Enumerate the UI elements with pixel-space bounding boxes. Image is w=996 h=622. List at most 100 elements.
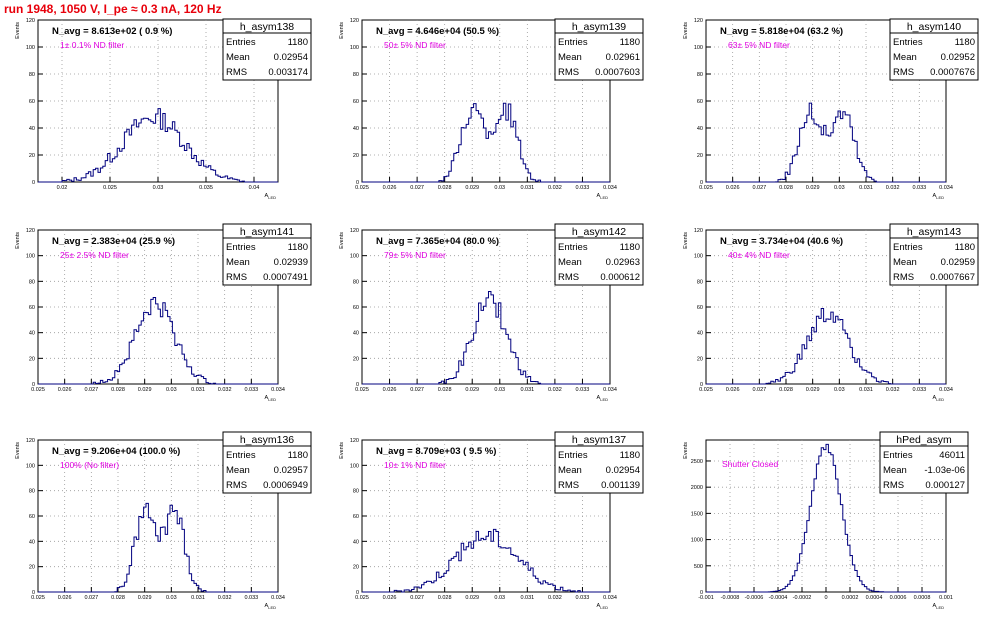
x-axis-title: ALED — [265, 603, 277, 610]
x-tick-label: 0.026 — [383, 185, 397, 191]
histogram-line — [362, 291, 610, 385]
stats-label-rms: RMS — [558, 67, 579, 78]
y-tick-label: 80 — [29, 72, 35, 78]
stats-box: h_asym140 Entries 1180 Mean 0.02952 RMS 0.0007… — [889, 18, 979, 81]
x-tick-label: 0.029 — [465, 387, 479, 393]
histogram-line — [706, 443, 946, 593]
stats-box: h_asym139 Entries 1180 Mean 0.02961 RMS 0.0007… — [554, 18, 644, 81]
y-tick-label: 0 — [356, 590, 359, 596]
filter-annotation: 79± 5% ND filter — [384, 250, 446, 260]
y-tick-label: 100 — [350, 45, 359, 51]
x-tick-label: 0.025 — [355, 595, 369, 601]
y-axis-title: Events — [15, 232, 21, 249]
y-tick-label: 2500 — [691, 459, 703, 465]
stats-label-mean: Mean — [558, 465, 582, 476]
x-tick-label: 0.03 — [494, 595, 505, 601]
histogram-line — [38, 108, 278, 183]
y-tick-label: 60 — [353, 305, 359, 311]
y-tick-label: 0 — [700, 180, 703, 186]
stats-histogram-name: h_asym142 — [572, 226, 626, 238]
stats-box-frame — [554, 431, 644, 494]
stats-label-entries: Entries — [558, 242, 588, 253]
x-tick-label: 0.03 — [494, 387, 505, 393]
histogram-panel-h_asym143: 0.025 0.026 0.027 0.028 0.029 0.03 0.031 0.032 0… — [683, 223, 979, 402]
x-tick-label: 0.04 — [249, 185, 260, 191]
x-tick-label: 0.025 — [103, 185, 117, 191]
x-tick-label: 0.03 — [834, 185, 845, 191]
y-tick-label: 100 — [694, 254, 703, 260]
stats-value-rms: 0.0007491 — [263, 272, 308, 283]
y-tick-label: 80 — [697, 279, 703, 285]
navg-label: N_avg = 3.734e+04 (40.6 %) — [720, 236, 843, 247]
x-tick-label: 0.025 — [31, 595, 45, 601]
y-tick-label: 60 — [29, 514, 35, 520]
y-tick-label: 100 — [26, 45, 35, 51]
x-tick-label: 0.025 — [355, 387, 369, 393]
y-tick-label: 80 — [697, 72, 703, 78]
y-axis-title: Events — [339, 22, 345, 39]
x-tick-label: 0.033 — [576, 387, 590, 393]
x-tick-label: 0.034 — [271, 595, 285, 601]
x-tick-label: -0.0008 — [721, 595, 740, 601]
stats-label-rms: RMS — [883, 480, 904, 491]
y-tick-label: 500 — [694, 564, 703, 570]
x-tick-label: 0.035 — [199, 185, 213, 191]
histogram-line — [362, 102, 610, 183]
y-tick-label: 60 — [29, 305, 35, 311]
stats-value-entries: 1180 — [620, 450, 640, 461]
x-tick-label: 0.03 — [153, 185, 164, 191]
x-tick-label: 0.031 — [520, 387, 534, 393]
y-tick-label: 100 — [694, 45, 703, 51]
x-tick-label: 0.033 — [912, 387, 926, 393]
y-axis-title: Events — [339, 442, 345, 459]
stats-histogram-name: h_asym143 — [907, 226, 961, 238]
x-tick-label: 0.028 — [111, 595, 125, 601]
y-tick-label: 20 — [353, 565, 359, 571]
x-tick-label: 0.031 — [191, 595, 205, 601]
x-tick-label: 0.026 — [383, 595, 397, 601]
stats-value-entries: 46011 — [939, 450, 965, 461]
stats-value-entries: 1180 — [620, 37, 640, 48]
histogram-panel-h_asym138: 0.02 0.025 0.03 0.035 0.04 0 20 40 60 80 100 120 Eve… — [15, 18, 312, 200]
x-tick-label: 0.029 — [806, 185, 820, 191]
x-tick-label: 0.034 — [603, 185, 617, 191]
x-tick-label: 0.031 — [859, 185, 873, 191]
stats-value-mean: 0.02959 — [941, 257, 975, 268]
stats-label-rms: RMS — [893, 67, 914, 78]
y-axis-title: Events — [15, 442, 21, 459]
y-tick-label: 0 — [32, 180, 35, 186]
stats-value-rms: 0.000612 — [600, 272, 640, 283]
x-tick-label: 0.0002 — [842, 595, 859, 601]
x-tick-label: 0.034 — [939, 387, 953, 393]
stats-value-entries: 1180 — [288, 37, 308, 48]
y-tick-label: 0 — [700, 590, 703, 596]
y-tick-label: 20 — [29, 356, 35, 362]
stats-box: h_asym143 Entries 1180 Mean 0.02959 RMS 0.0007… — [889, 223, 979, 286]
y-tick-label: 120 — [26, 438, 35, 444]
x-axis-title: ALED — [265, 395, 277, 402]
x-tick-label: 0.031 — [520, 185, 534, 191]
x-tick-label: 0.028 — [779, 387, 793, 393]
x-tick-label: 0.031 — [191, 387, 205, 393]
stats-box-frame — [222, 18, 312, 81]
y-axis-title: Events — [683, 232, 689, 249]
y-tick-label: 40 — [697, 126, 703, 132]
y-tick-label: 2000 — [691, 485, 703, 491]
x-axis-title: ALED — [933, 193, 945, 200]
x-axis-title: ALED — [597, 395, 609, 402]
histogram-line — [38, 297, 278, 385]
x-tick-label: 0.027 — [410, 387, 424, 393]
y-tick-label: 20 — [353, 153, 359, 159]
stats-value-rms: 0.0007676 — [930, 67, 975, 78]
x-tick-label: 0.033 — [912, 185, 926, 191]
x-tick-label: 0.03 — [166, 595, 177, 601]
filter-annotation: 1± 0.1% ND filter — [60, 40, 124, 50]
y-tick-label: 120 — [694, 18, 703, 24]
x-tick-label: 0.033 — [576, 185, 590, 191]
x-tick-label: 0.026 — [726, 387, 740, 393]
x-tick-label: 0.032 — [886, 185, 900, 191]
x-tick-label: 0.029 — [138, 595, 152, 601]
stats-histogram-name: hPed_asym — [896, 434, 952, 446]
x-tick-label: 0.025 — [31, 387, 45, 393]
histogram-panel-h_asym137: 0.025 0.026 0.027 0.028 0.029 0.03 0.031 0.032 0… — [339, 431, 644, 610]
